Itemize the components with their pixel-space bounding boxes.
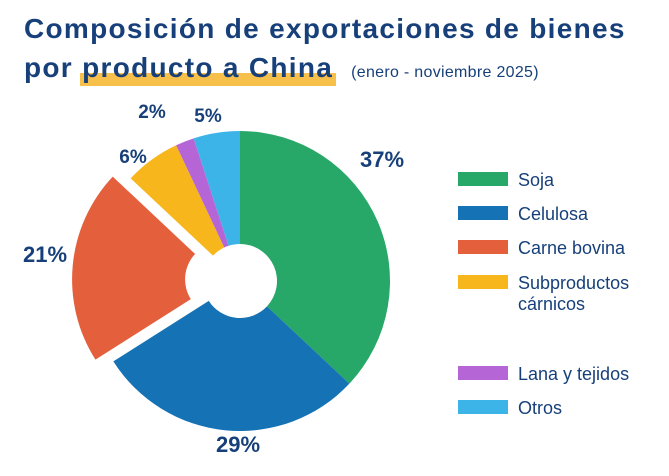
svg-text:5%: 5% [194, 106, 222, 127]
svg-text:21%: 21% [23, 242, 67, 267]
svg-text:2%: 2% [138, 102, 166, 123]
svg-text:6%: 6% [119, 147, 147, 168]
svg-text:37%: 37% [360, 147, 404, 172]
svg-text:29%: 29% [216, 432, 260, 457]
